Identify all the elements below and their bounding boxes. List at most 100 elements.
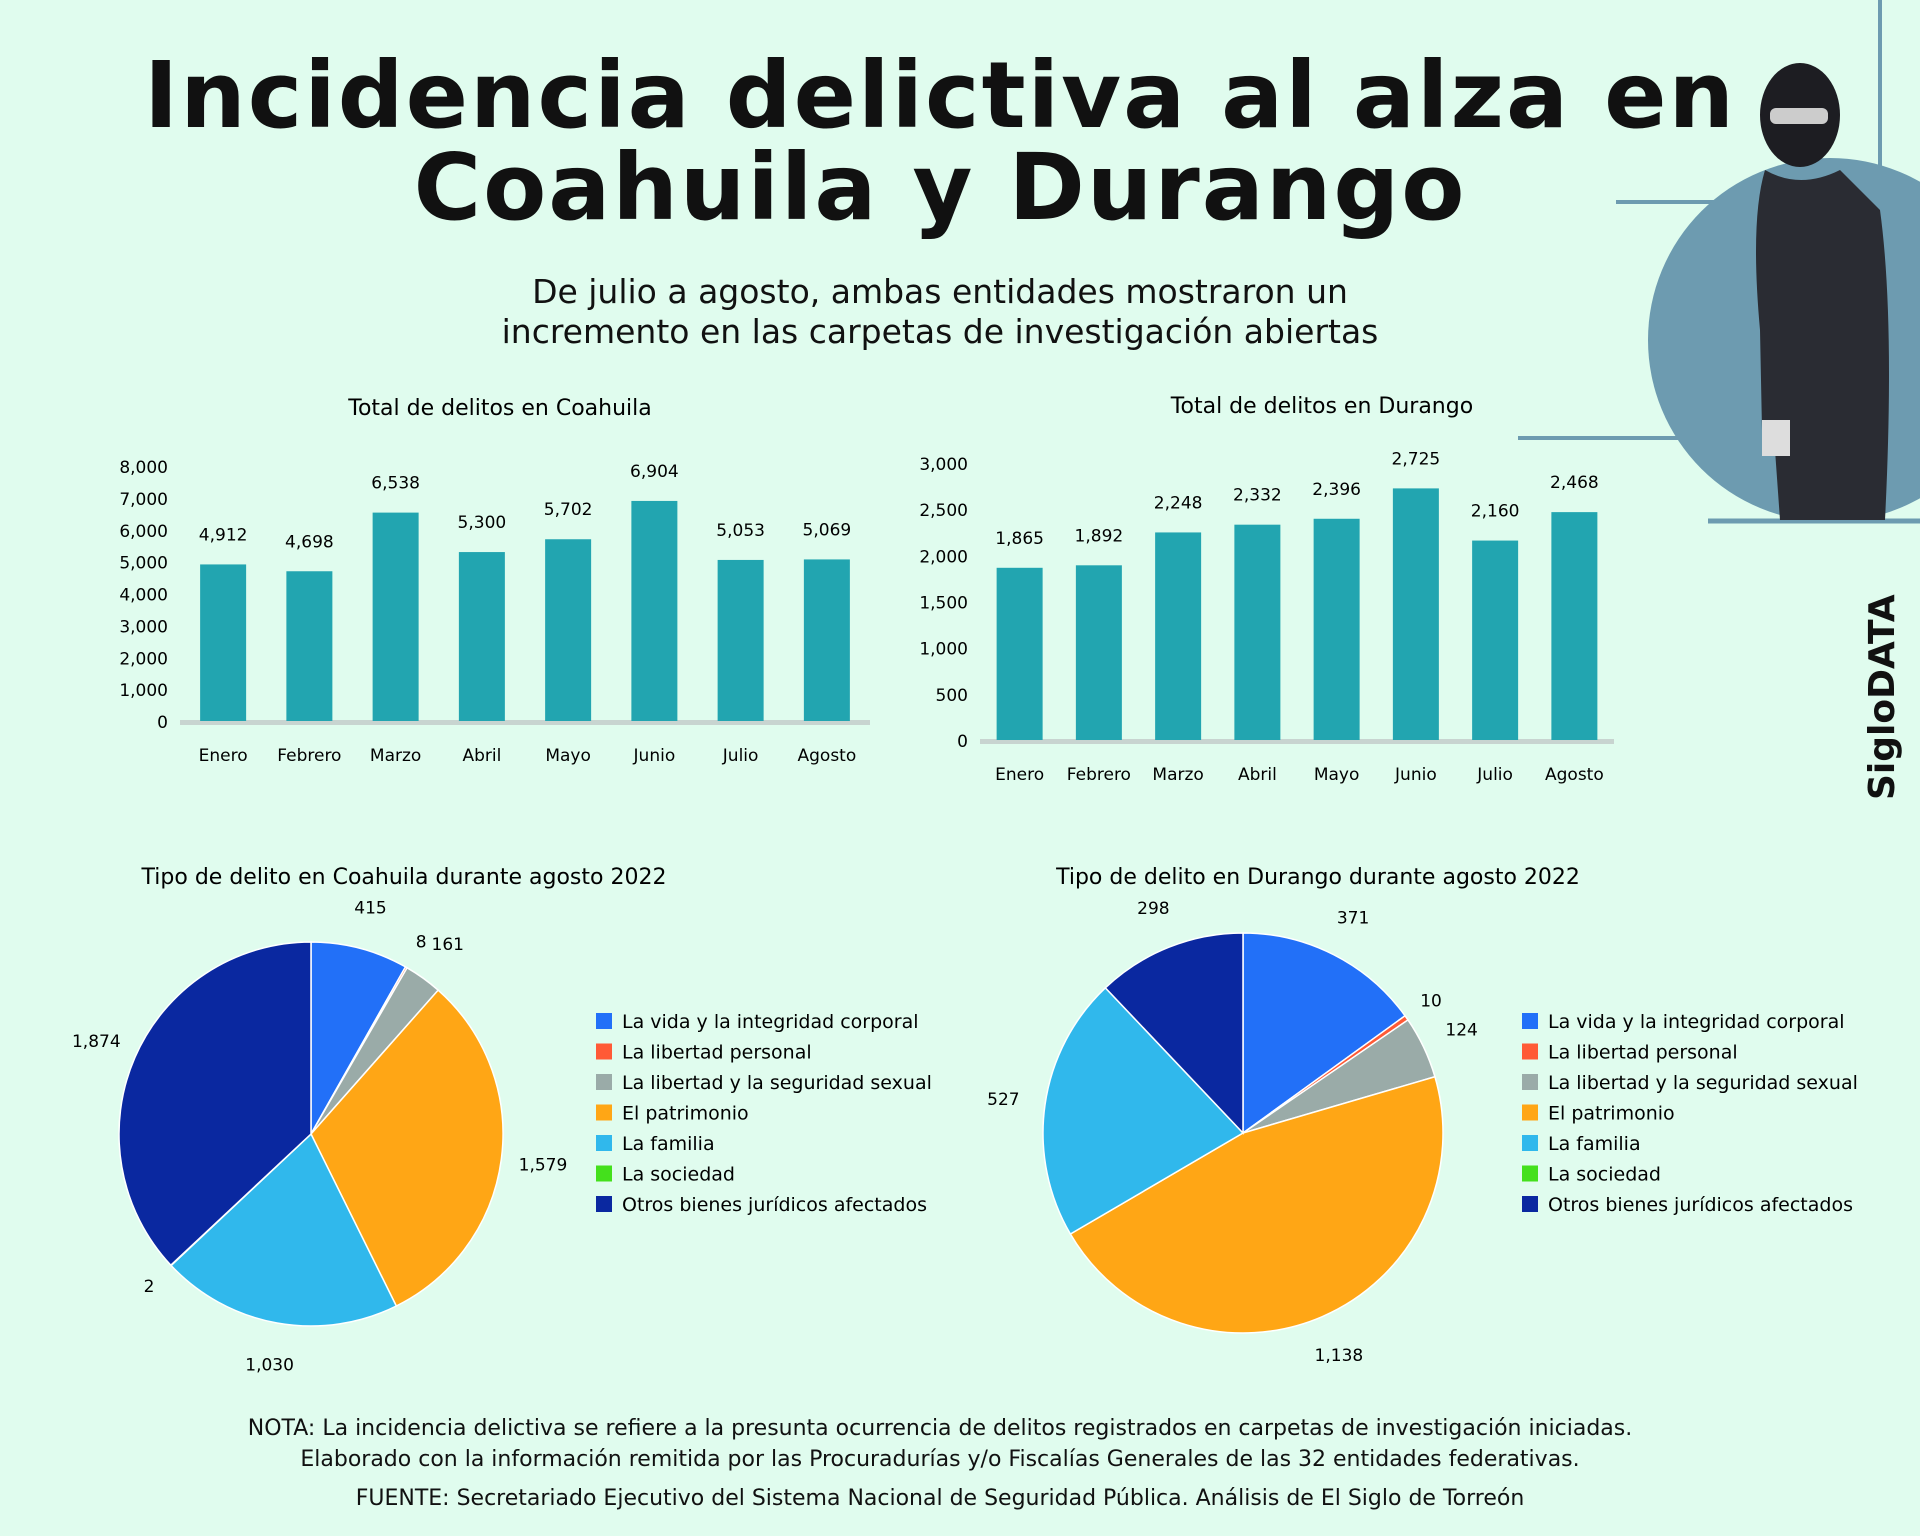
bar (803, 559, 850, 721)
title-line-1: Incidencia delictiva al alza en (144, 42, 1736, 149)
pie-slice (310, 989, 504, 1308)
chart-title: Total de delitos en Durango (1170, 394, 1473, 419)
x-tick-label: Agosto (1545, 765, 1604, 785)
y-tick-label: 3,000 (119, 617, 168, 637)
data-label: 1,865 (995, 529, 1044, 549)
data-label: 10 (1420, 992, 1442, 1012)
pie-chart-durango: Tipo de delito en Durango durante agosto… (987, 865, 1858, 1366)
subtitle-line-2: incremento en las carpetas de investigac… (501, 312, 1379, 351)
bar (458, 552, 505, 721)
bar (1075, 565, 1122, 740)
pie-slice (1104, 932, 1244, 1135)
legend-swatch (1522, 1074, 1538, 1090)
data-label: 2,468 (1550, 473, 1599, 493)
legend-label: El patrimonio (622, 1103, 749, 1125)
legend-label: La libertad personal (1548, 1042, 1738, 1064)
x-tick-label: Febrero (1067, 765, 1131, 785)
legend-swatch (1522, 1165, 1538, 1182)
data-label: 371 (1337, 908, 1369, 928)
bar (717, 559, 764, 721)
y-tick-label: 2,000 (919, 547, 968, 567)
legend-label: La sociedad (622, 1164, 735, 1186)
data-label: 6,538 (371, 474, 420, 494)
data-label: 1,579 (519, 1156, 568, 1176)
legend-swatch (596, 1165, 612, 1182)
legend-swatch (596, 1043, 612, 1060)
pie-slice (1069, 1075, 1444, 1334)
data-label: 2,725 (1392, 449, 1441, 469)
legend-label: La familia (1548, 1133, 1641, 1155)
data-label: 2,332 (1233, 486, 1282, 506)
legend-swatch (1522, 1013, 1538, 1029)
x-tick-label: Junio (1394, 765, 1437, 785)
data-label: 2,160 (1471, 502, 1520, 522)
bar (1155, 532, 1202, 740)
y-tick-label: 4,000 (119, 586, 168, 606)
legend-label: La libertad y la seguridad sexual (1548, 1072, 1858, 1094)
legend-swatch (1522, 1135, 1538, 1151)
data-label: 1,892 (1075, 526, 1124, 546)
pie-slice (170, 1132, 398, 1327)
page-title: Incidencia delictiva al alza en Coahuila… (0, 50, 1880, 234)
x-tick-label: Mayo (545, 746, 591, 766)
pie-slice (310, 941, 407, 1137)
y-tick-label: 1,000 (919, 640, 968, 660)
legend-swatch (596, 1196, 612, 1212)
y-tick-label: 500 (936, 686, 968, 706)
data-label: 124 (1445, 1020, 1477, 1040)
masked-person-icon (1756, 63, 1889, 520)
y-tick-label: 0 (957, 732, 968, 752)
bar (1313, 518, 1360, 740)
legend-swatch (1522, 1043, 1538, 1060)
source-line: FUENTE: Secretariado Ejecutivo del Siste… (355, 1486, 1525, 1511)
data-label: 2,396 (1312, 480, 1361, 500)
bar (996, 567, 1043, 740)
y-tick-label: 6,000 (119, 522, 168, 542)
legend-label: La familia (622, 1133, 715, 1155)
pie-slice (118, 941, 312, 1267)
y-tick-label: 1,500 (919, 594, 968, 614)
subtitle: De julio a agosto, ambas entidades mostr… (0, 272, 1880, 352)
bar (286, 571, 333, 721)
data-label: 5,702 (544, 500, 593, 520)
bar (1392, 488, 1439, 740)
bar-chart-durango: Total de delitos en Durango 0 500 1,000 1,50… (919, 394, 1614, 785)
pie-chart-coahuila: Tipo de delito en Coahuila durante agost… (72, 865, 932, 1375)
data-label: 5,300 (458, 513, 507, 533)
note-line-1: NOTA: La incidencia delictiva se refiere… (247, 1416, 1633, 1441)
data-label: 527 (987, 1090, 1019, 1110)
x-axis-line (180, 720, 870, 725)
legend-label: La vida y la integridad corporal (1548, 1011, 1845, 1033)
x-tick-label: Julio (722, 746, 759, 766)
data-label: 2 (144, 1277, 155, 1297)
bar-chart-coahuila: Total de delitos en Coahuila 0 1,000 2,000 3… (119, 396, 870, 766)
y-tick-label: 0 (157, 713, 168, 733)
chart-title: Total de delitos en Coahuila (347, 396, 652, 421)
legend-label: El patrimonio (1548, 1103, 1675, 1125)
legend-label: La sociedad (1548, 1164, 1661, 1186)
legend-swatch (596, 1074, 612, 1090)
bar (372, 512, 419, 721)
data-label: 4,912 (199, 525, 248, 545)
x-tick-label: Julio (1476, 765, 1513, 785)
x-tick-label: Agosto (798, 746, 857, 766)
x-axis-line (980, 739, 1614, 744)
x-tick-label: Mayo (1314, 765, 1360, 785)
legend-label: Otros bienes jurídicos afectados (1548, 1194, 1853, 1216)
data-label: 1,030 (245, 1355, 294, 1375)
data-label: 2,248 (1154, 493, 1203, 513)
y-tick-label: 8,000 (119, 458, 168, 478)
pie-slice (1242, 932, 1407, 1135)
data-label: 161 (432, 935, 464, 955)
legend-label: La vida y la integridad corporal (622, 1011, 919, 1033)
legend-label: Otros bienes jurídicos afectados (622, 1194, 927, 1216)
x-tick-label: Abril (1238, 765, 1277, 785)
chart-title: Tipo de delito en Coahuila durante agost… (141, 865, 667, 890)
y-tick-label: 7,000 (119, 490, 168, 510)
y-tick-label: 2,000 (119, 649, 168, 669)
x-tick-label: Enero (199, 746, 248, 766)
legend-label: La libertad y la seguridad sexual (622, 1072, 932, 1094)
legend-swatch (596, 1135, 612, 1151)
note-line-2: Elaborado con la información remitida po… (300, 1447, 1580, 1472)
legend-swatch (596, 1104, 612, 1121)
